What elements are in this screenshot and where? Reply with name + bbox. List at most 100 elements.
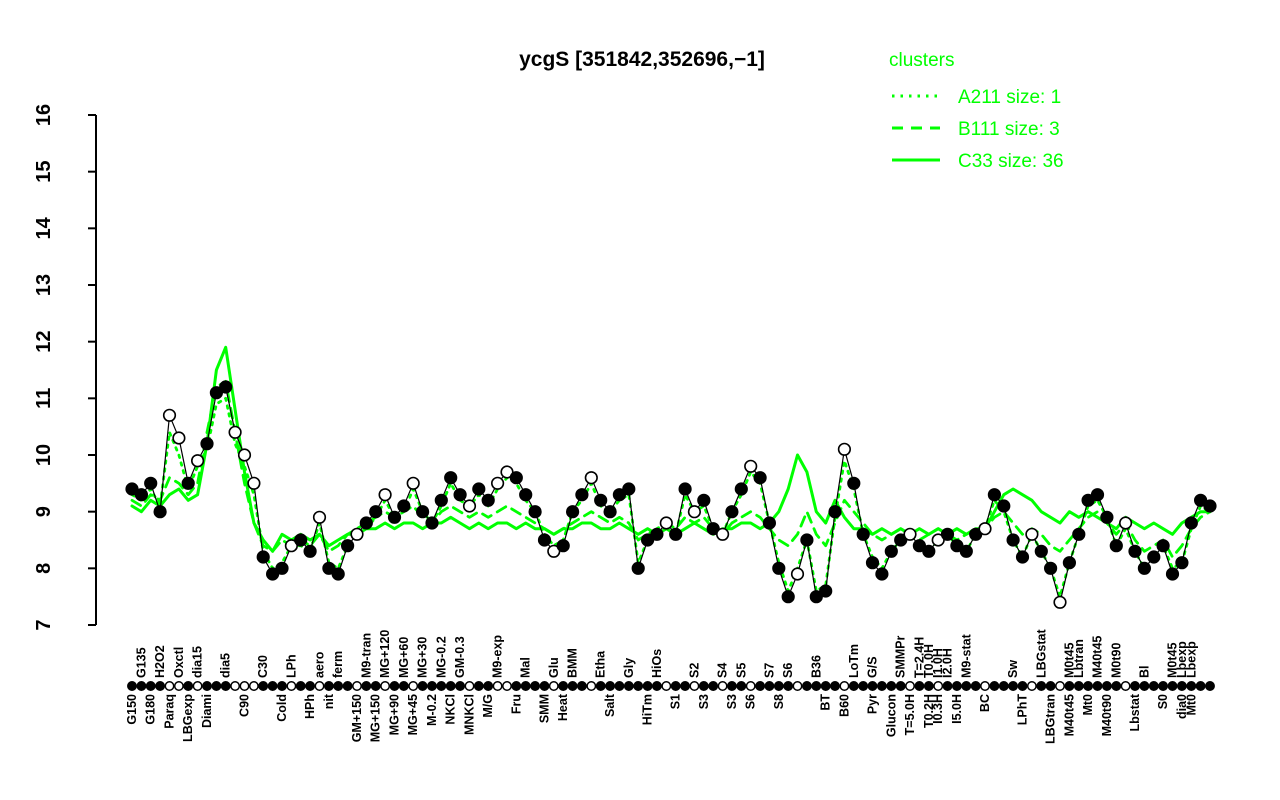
y-tick-label: 12 [33,331,55,353]
x-label-top: Lbexp [1184,641,1198,678]
x-label-top: MG+60 [397,637,411,678]
condition-marker [801,681,812,691]
data-point-open [1118,516,1133,530]
x-label-top: dia15 [191,646,205,678]
page-title: ycgS [351842,352696,−1] [519,48,765,71]
x-label-top: G135 [134,647,148,678]
condition-marker [502,681,512,691]
condition-marker [1139,681,1150,691]
legend-item-c33: C33 size: 36 [958,151,1064,172]
x-label-top: SMMPr [894,636,908,679]
x-label-top: H2O2 [153,645,167,678]
condition-marker [136,681,147,691]
condition-marker [1008,681,1019,691]
data-point-filled [537,533,552,547]
x-label-bottom: S8 [772,694,786,709]
data-point-filled [800,533,814,547]
data-point-filled [1184,516,1198,530]
condition-marker [689,681,700,691]
gene-data-series [125,380,1217,609]
data-point-open [491,476,505,490]
condition-marker [1073,681,1084,691]
condition-marker [633,681,644,691]
data-point-filled [1193,493,1208,507]
data-point-open [378,488,392,502]
data-point-filled [922,544,936,558]
condition-marker [951,681,962,691]
y-tick-label: 16 [33,104,55,126]
data-point-filled [612,488,627,502]
x-label-bottom: Mt0 [1184,694,1198,716]
condition-marker [530,681,541,691]
data-point-filled [772,561,786,575]
condition-marker [895,681,906,691]
x-label-bottom: M/G [481,694,495,718]
legend-title: clusters [889,50,954,71]
condition-marker [1017,681,1028,691]
condition-marker [680,681,691,691]
data-point-open [191,454,205,468]
condition-marker [755,681,766,691]
data-point-filled [678,482,692,496]
condition-marker [1205,681,1215,691]
condition-marker-strip [127,681,1215,691]
x-label-bottom: MG+90 [387,694,401,735]
data-point-filled [697,493,711,507]
condition-marker [211,681,222,691]
x-label-bottom: LPhT [1016,694,1030,726]
data-point-open [500,465,514,479]
x-label-bottom: HPh [303,694,317,719]
y-tick-label: 7 [33,619,55,630]
x-label-top: LBGstat [1034,629,1048,678]
data-point-filled [434,493,448,507]
condition-marker [867,681,878,691]
data-point-filled [969,527,983,541]
condition-marker [398,681,409,691]
data-point-filled [781,590,795,604]
x-label-top: M0t90 [1109,643,1123,678]
x-label-bottom: S1 [669,694,683,709]
x-label-bottom: T=5.0H [903,694,917,735]
x-label-bottom: G180 [144,694,158,725]
data-point-filled [575,488,589,502]
data-point-filled [556,539,570,553]
condition-marker [792,681,803,691]
x-label-top: Lbtran [1072,639,1086,678]
x-label-top: S4 [716,663,730,678]
condition-marker [989,681,1000,691]
x-label-top: Etha [594,650,608,678]
condition-marker [576,681,587,691]
condition-marker [1045,681,1056,691]
condition-marker [380,681,391,691]
data-point-open [1025,527,1039,541]
condition-marker [239,681,250,691]
x-label-top: M9-exp [491,635,505,678]
condition-marker [858,681,869,691]
condition-marker [305,681,316,691]
data-point-filled [1081,493,1095,507]
condition-marker [1111,681,1122,691]
condition-marker [127,681,137,691]
data-point-open [406,476,420,490]
x-label-top: M40t45 [1091,636,1105,678]
data-point-filled [425,516,439,530]
x-label-bottom: M40t45 [1062,694,1076,736]
x-label-top: BMM [566,648,580,678]
condition-marker [698,681,709,691]
condition-marker [342,681,353,691]
condition-marker [258,681,269,691]
x-label-bottom: C90 [237,694,251,717]
x-label-bottom: MG+45 [406,694,420,735]
x-label-bottom: Lbstat [1128,693,1142,731]
condition-marker [961,681,972,691]
condition-marker [651,681,662,691]
x-label-top: S7 [762,663,776,678]
condition-marker [230,681,241,691]
condition-marker [970,681,981,691]
data-point-open [228,425,242,439]
condition-marker [277,681,287,691]
x-label-top: ferm [331,651,345,678]
y-tick-label: 9 [33,506,55,517]
condition-marker [445,681,456,691]
condition-marker [642,681,653,691]
